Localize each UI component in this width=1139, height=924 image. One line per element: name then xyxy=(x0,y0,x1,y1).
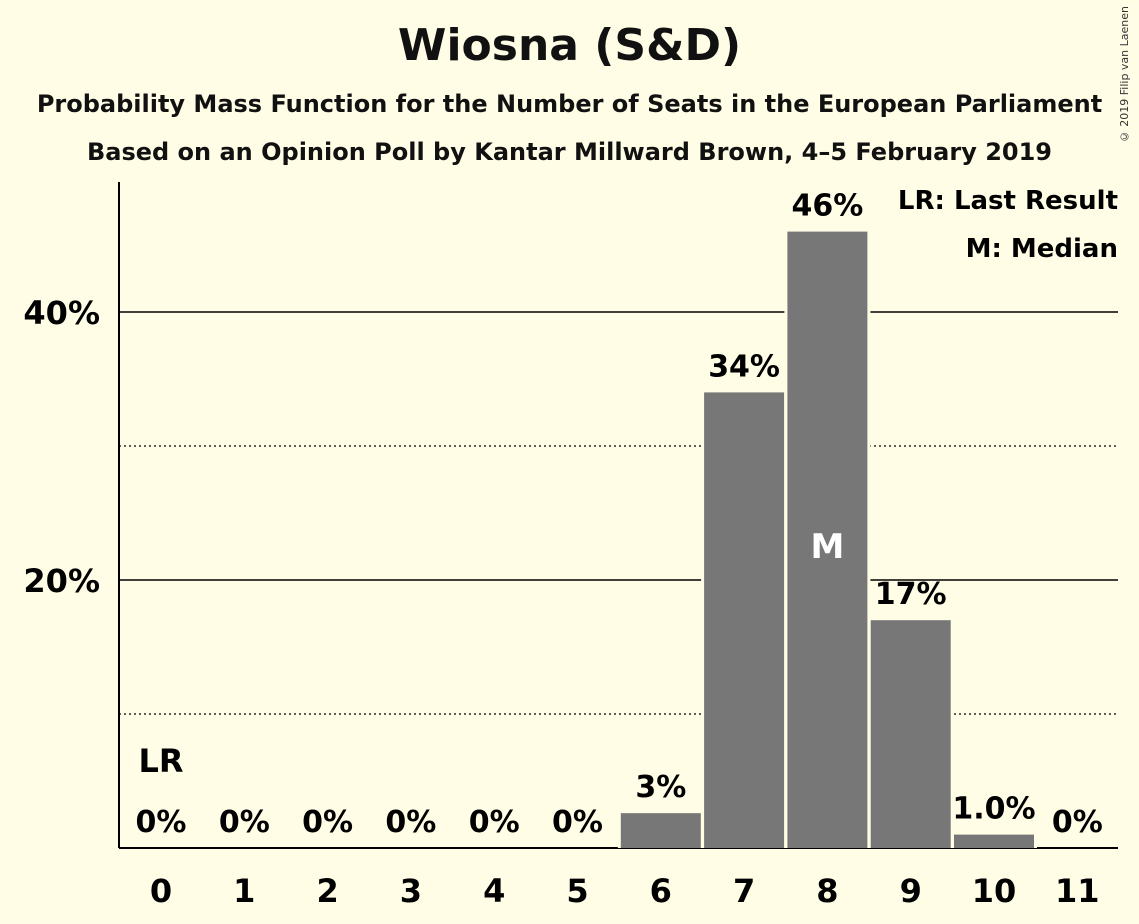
x-tick-label: 8 xyxy=(816,872,838,910)
data-label-4: 0% xyxy=(469,805,520,840)
x-tick-label: 1 xyxy=(233,872,255,910)
x-tick-label: 11 xyxy=(1055,872,1100,910)
bar-seats-7 xyxy=(704,392,785,848)
x-tick-label: 2 xyxy=(316,872,338,910)
data-label-9: 17% xyxy=(875,577,947,612)
data-label-2: 0% xyxy=(302,805,353,840)
legend-median: M: Median xyxy=(966,234,1118,264)
data-label-5: 0% xyxy=(552,805,603,840)
y-tick-label: 20% xyxy=(23,562,100,600)
x-tick-label: 9 xyxy=(900,872,922,910)
chart-title: Wiosna (S&D) xyxy=(397,20,742,71)
x-tick-label: 4 xyxy=(483,872,505,910)
last-result-marker: LR xyxy=(138,742,183,780)
data-label-6: 3% xyxy=(635,770,686,805)
data-label-3: 0% xyxy=(385,805,436,840)
data-label-0: 0% xyxy=(136,805,187,840)
y-tick-label: 40% xyxy=(23,294,100,332)
x-tick-label: 3 xyxy=(400,872,422,910)
x-tick-label: 0 xyxy=(150,872,172,910)
x-tick-label: 10 xyxy=(972,872,1017,910)
chart-subtitle-poll: Based on an Opinion Poll by Kantar Millw… xyxy=(86,138,1053,166)
legend-last-result: LR: Last Result xyxy=(898,186,1118,216)
data-label-11: 0% xyxy=(1052,805,1103,840)
bar-seats-8 xyxy=(787,231,868,849)
data-label-10: 1.0% xyxy=(952,792,1035,827)
data-label-1: 0% xyxy=(219,805,270,840)
x-tick-label: 7 xyxy=(733,872,755,910)
data-label-7: 34% xyxy=(708,349,780,384)
bar-seats-10 xyxy=(954,834,1034,848)
chart-subtitle: Probability Mass Function for the Number… xyxy=(36,90,1103,118)
x-tick-label: 5 xyxy=(566,872,588,910)
data-label-8: 46% xyxy=(791,189,863,224)
bar-seats-6 xyxy=(620,813,701,848)
median-marker: M xyxy=(810,527,844,567)
bar-seats-9 xyxy=(870,620,951,848)
x-tick-label: 6 xyxy=(650,872,672,910)
